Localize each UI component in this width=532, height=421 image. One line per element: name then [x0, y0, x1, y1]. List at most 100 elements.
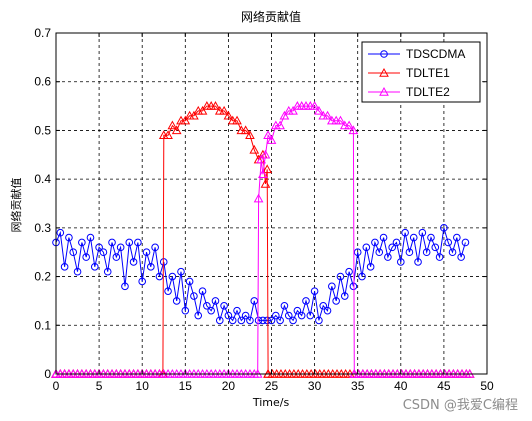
legend-marker-tdlte1 [379, 67, 389, 77]
data-point-tdscdma [328, 282, 336, 291]
data-point-tdscdma [358, 272, 366, 281]
data-point-tdscdma [384, 253, 392, 261]
data-point-tdscdma [315, 316, 323, 325]
data-point-tdlte2 [322, 110, 333, 120]
legend-marker-tdscdma [380, 50, 388, 58]
data-point-tdscdma [168, 272, 177, 281]
data-point-tdlte2 [258, 169, 268, 178]
data-point-tdscdma [375, 248, 384, 257]
data-point-tdscdma [371, 238, 379, 247]
data-point-tdscdma [90, 263, 99, 271]
x-axis-label: Time/s [252, 396, 290, 409]
data-point-tdscdma [241, 311, 250, 320]
data-point-tdscdma [194, 311, 203, 320]
data-point-tdscdma [302, 297, 310, 305]
data-point-tdscdma [207, 306, 215, 315]
data-point-tdlte2 [288, 105, 298, 115]
data-point-tdscdma [103, 267, 112, 276]
data-point-tdscdma [177, 267, 185, 276]
data-point-tdscdma [250, 297, 259, 305]
data-point-tdscdma [155, 272, 164, 281]
legend: TDSCDMA TDLTE1 TDLTE2 [361, 41, 481, 103]
data-point-tdlte1 [180, 115, 191, 125]
x-tick-label: 5 [96, 379, 103, 393]
legend-label-tdscdma: TDSCDMA [406, 47, 465, 61]
x-tick-label: 15 [179, 379, 193, 393]
data-point-tdscdma [444, 238, 453, 247]
data-point-tdscdma [95, 243, 103, 252]
x-tick-label: 25 [265, 379, 279, 393]
data-point-tdscdma [401, 228, 409, 237]
data-point-tdscdma [56, 228, 65, 237]
data-point-tdscdma [125, 238, 134, 247]
data-point-tdscdma [409, 233, 418, 242]
x-tick-label: 45 [437, 379, 451, 393]
data-point-tdlte1 [163, 130, 173, 139]
legend-label-tdlte1: TDLTE1 [406, 66, 450, 80]
data-point-tdscdma [457, 253, 465, 261]
data-point-tdlte2 [279, 110, 290, 120]
data-point-tdscdma [422, 248, 431, 257]
data-point-tdlte2 [253, 193, 264, 203]
y-tick-label: 0.2 [34, 270, 51, 284]
data-point-tdscdma [151, 243, 159, 252]
data-point-tdscdma [431, 243, 440, 252]
data-point-tdlte2 [256, 154, 267, 164]
data-point-tdscdma [108, 238, 116, 247]
y-tick-label: 0.3 [34, 221, 51, 235]
data-point-tdscdma [272, 311, 280, 320]
data-point-tdscdma [198, 287, 207, 295]
data-point-tdscdma [440, 224, 448, 232]
data-point-tdscdma [297, 311, 306, 320]
data-point-tdscdma [215, 316, 224, 325]
data-point-tdlte1 [245, 130, 255, 139]
data-point-tdscdma [129, 258, 138, 266]
data-point-tdscdma [340, 292, 349, 300]
data-point-tdlte1 [260, 178, 271, 188]
data-point-tdlte1 [219, 105, 229, 115]
data-point-tdscdma [319, 302, 328, 310]
data-point-tdscdma [293, 306, 302, 315]
data-point-tdscdma [224, 311, 233, 320]
data-point-tdscdma [353, 248, 362, 257]
y-tick-label: 0.4 [34, 172, 51, 186]
data-point-tdscdma [86, 233, 95, 242]
x-tick-label: 40 [394, 379, 408, 393]
legend-label-tdlte2: TDLTE2 [406, 85, 450, 99]
data-point-tdscdma [211, 297, 220, 305]
y-tick-label: 0.6 [34, 75, 51, 89]
data-point-tdscdma [453, 233, 461, 242]
legend-marker-tdlte2 [379, 86, 389, 96]
x-tick-label: 35 [351, 379, 365, 393]
data-point-tdscdma [362, 243, 371, 252]
data-point-tdscdma [203, 302, 211, 310]
data-point-tdscdma [461, 238, 470, 247]
data-point-tdscdma [435, 253, 444, 261]
data-point-tdlte2 [309, 101, 320, 110]
data-point-tdscdma [82, 253, 90, 261]
data-point-tdscdma [259, 316, 267, 325]
x-tick-label: 30 [308, 379, 322, 393]
data-point-tdlte1 [189, 110, 199, 120]
data-point-tdscdma [349, 282, 358, 291]
data-point-tdscdma [185, 277, 194, 286]
x-tick-label: 10 [136, 379, 150, 393]
x-tick-label: 0 [53, 379, 60, 393]
data-point-tdlte2 [260, 149, 271, 159]
data-point-tdscdma [142, 248, 151, 257]
chart-title: 网络贡献值 [241, 9, 301, 24]
data-point-tdscdma [366, 263, 375, 271]
data-point-tdlte1 [171, 125, 182, 135]
data-point-tdscdma [418, 228, 427, 237]
data-point-tdscdma [310, 287, 319, 295]
data-point-tdscdma [116, 243, 125, 252]
data-point-tdscdma [306, 311, 315, 320]
y-tick-label: 0.7 [34, 26, 51, 40]
data-point-tdscdma [263, 316, 271, 325]
data-point-tdlte2 [314, 105, 324, 115]
y-tick-label: 0.5 [34, 123, 51, 137]
data-point-tdscdma [134, 238, 142, 247]
data-point-tdscdma [427, 233, 435, 242]
data-point-tdlte2 [263, 130, 273, 139]
